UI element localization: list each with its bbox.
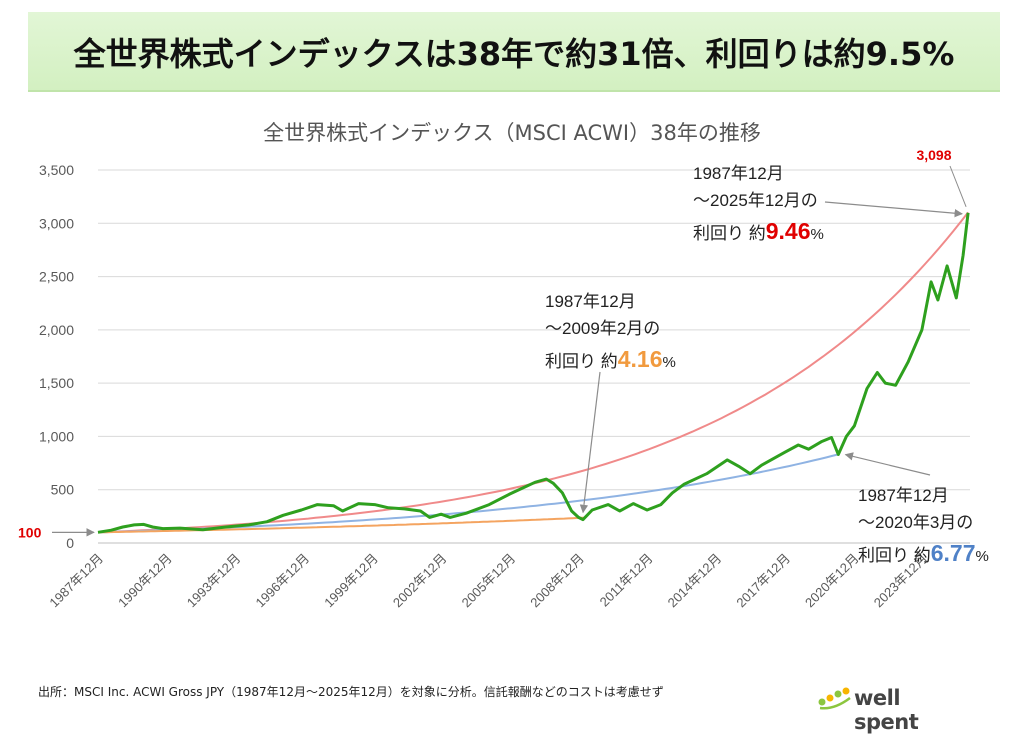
annotation-2025-line1: 1987年12月 (693, 164, 784, 183)
series-line-index (97, 212, 970, 534)
x-tick-label: 1993年12月 (184, 551, 244, 611)
x-tick-label: 2002年12月 (390, 551, 450, 611)
x-tick-label: 1999年12月 (321, 551, 381, 611)
y-tick-label: 1,500 (39, 375, 74, 391)
annotation-2009-line2: ～2009年2月の (545, 319, 660, 338)
leaf-dots-icon (818, 687, 851, 710)
annotation-2020-line2: ～2020年3月の (858, 513, 973, 532)
y-tick-label: 1,000 (39, 428, 74, 444)
y-tick-label: 3,000 (39, 215, 74, 231)
brand-logo: well spent (818, 684, 968, 734)
y-tick-label: 2,500 (39, 269, 74, 285)
chart-title: 全世界株式インデックス（MSCI ACWI）38年の推移 (263, 121, 761, 145)
annotation-2020-arrow (844, 452, 931, 476)
x-tick-label: 2011年12月 (597, 551, 656, 610)
x-tick-label: 1987年12月 (46, 551, 106, 611)
annotation-2025-line2: ～2025年12月の (693, 191, 818, 210)
x-tick-label: 1990年12月 (115, 551, 175, 611)
annotation-2009-arrow (579, 371, 601, 514)
annotation-2025-yield: 利回り 約9.46% (693, 218, 824, 244)
line-chart: 0 500 1,000 1,500 2,000 2,500 3,000 3,500 1987年1… (18, 150, 989, 611)
series-line-curve_2020 (97, 453, 839, 534)
series-line-curve_2009 (98, 516, 585, 534)
x-tick-label: 2014年12月 (665, 551, 725, 611)
brand-name: well spent (854, 686, 919, 734)
annotation-2009-line1: 1987年12月 (545, 292, 636, 311)
end-value-label: 3,098 (916, 150, 951, 163)
x-tick-label: 2005年12月 (459, 551, 519, 611)
x-tick-label: 2008年12月 (527, 551, 587, 611)
headline-text: 全世界株式インデックスは38年で約31倍、利回りは約9.5% (73, 35, 955, 73)
x-tick-label: 1996年12月 (253, 551, 313, 611)
annotation-2025-arrow (824, 201, 963, 218)
y-tick-label: 0 (66, 535, 74, 551)
start-value-label: 100 (18, 524, 42, 540)
x-tick-label: 2017年12月 (733, 551, 793, 611)
headline-banner: 全世界株式インデックスは38年で約31倍、利回りは約9.5% (28, 12, 1000, 92)
annotation-2020-line1: 1987年12月 (858, 486, 949, 505)
annotation-2009-yield: 利回り 約4.16% (545, 346, 676, 372)
y-tick-label: 500 (51, 482, 75, 498)
source-note: 出所：MSCI Inc. ACWI Gross JPY（1987年12月～202… (38, 685, 664, 699)
x-tick-label: 2020年12月 (802, 551, 862, 611)
annotation-2020-yield: 利回り 約6.77% (858, 540, 989, 566)
y-tick-label: 3,500 (39, 162, 74, 178)
y-tick-label: 2,000 (39, 322, 74, 338)
end-value-leader (949, 165, 967, 208)
